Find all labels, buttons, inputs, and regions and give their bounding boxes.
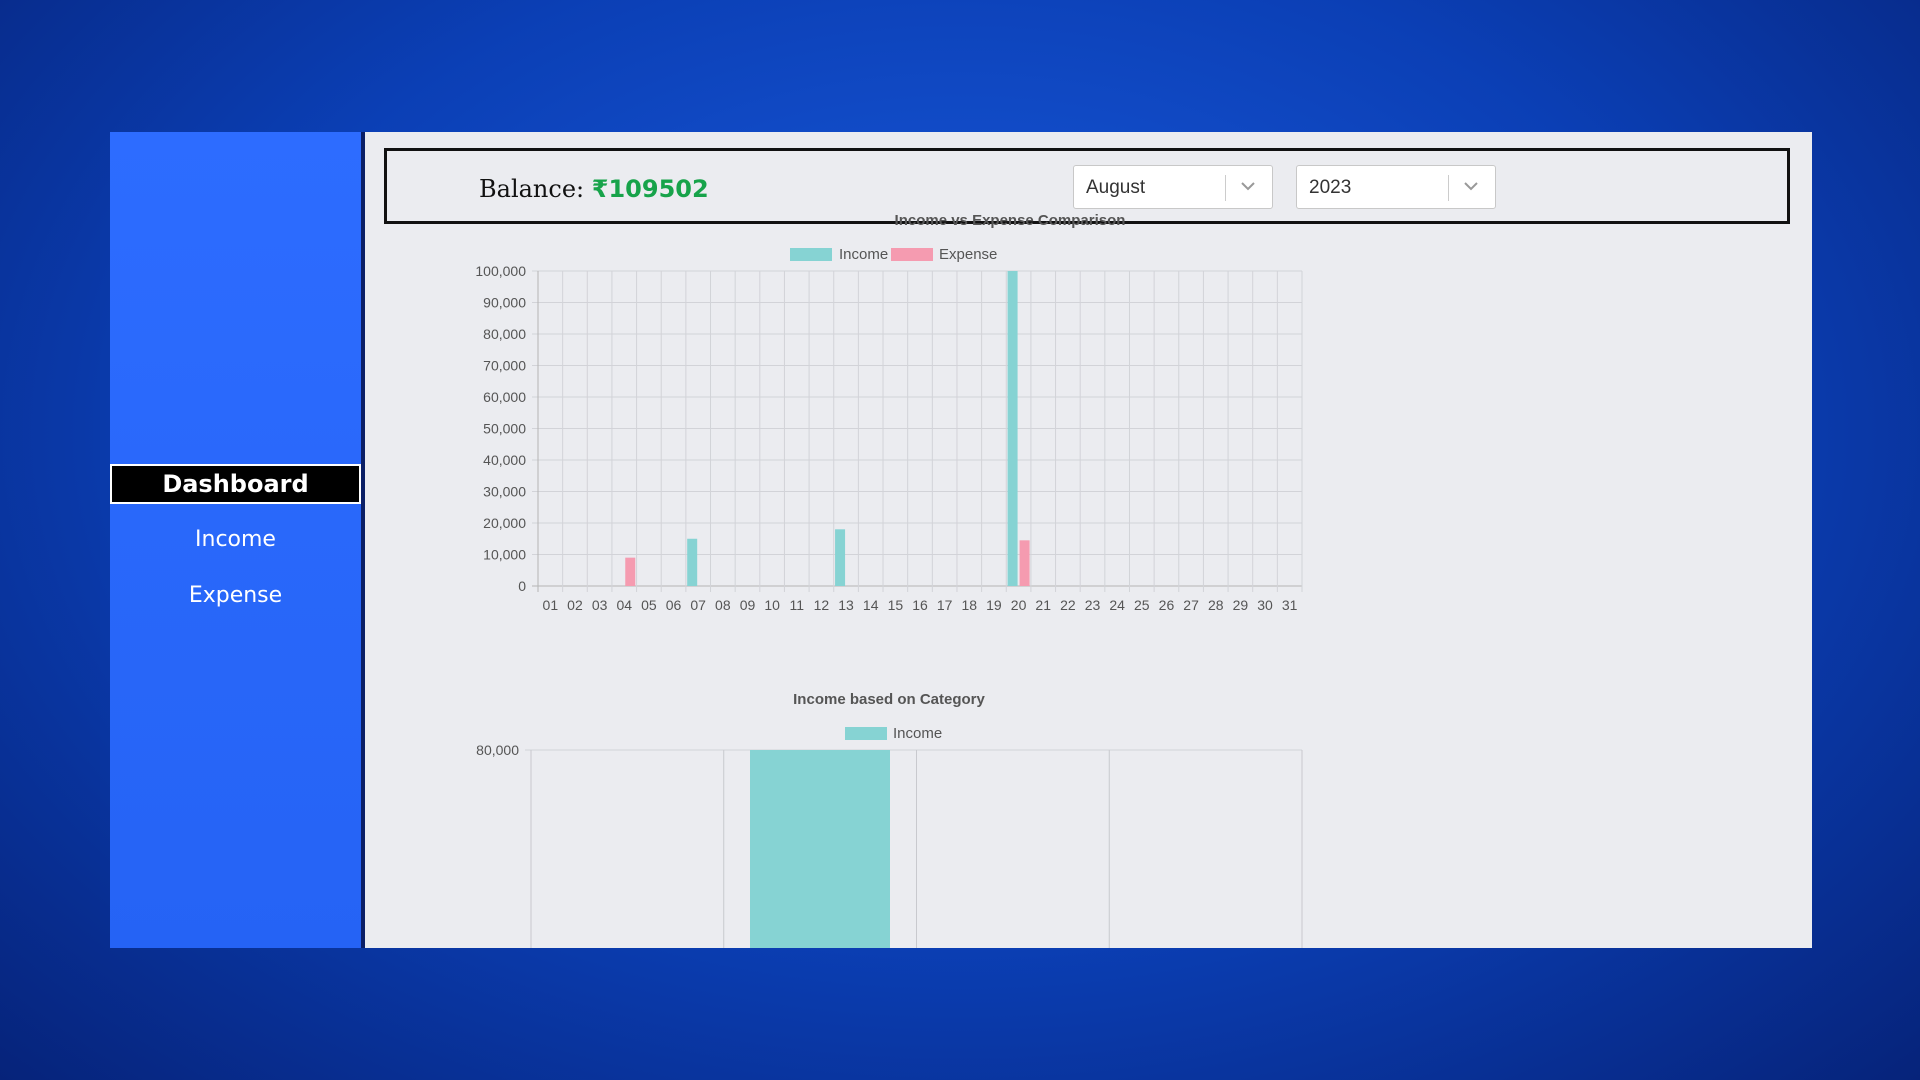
- legend-income-label: Income: [893, 725, 942, 742]
- x-tick-label: 16: [912, 597, 928, 613]
- x-tick-label: 31: [1282, 597, 1298, 613]
- x-tick-label: 24: [1109, 597, 1125, 613]
- x-tick-label: 14: [863, 597, 879, 613]
- legend-income-swatch: [845, 727, 887, 740]
- x-tick-label: 04: [616, 597, 632, 613]
- chart-title: Income vs Expense Comparison: [895, 212, 1126, 229]
- y-tick-label: 80,000: [476, 742, 519, 758]
- y-tick-label: 70,000: [483, 358, 526, 374]
- x-tick-label: 30: [1257, 597, 1273, 613]
- bar-income: [687, 538, 698, 586]
- balance-label: Balance:: [479, 175, 585, 203]
- y-tick-label: 20,000: [483, 515, 526, 531]
- legend-expense-label: Expense: [939, 246, 997, 263]
- month-select-separator: [1225, 175, 1226, 201]
- year-select-value: 2023: [1309, 177, 1352, 198]
- balance-value: ₹109502: [591, 175, 709, 203]
- bar-income: [1007, 271, 1018, 586]
- sidebar-item-expense[interactable]: Expense: [188, 583, 283, 608]
- x-tick-label: 22: [1060, 597, 1076, 613]
- x-tick-label: 23: [1085, 597, 1101, 613]
- x-tick-label: 21: [1035, 597, 1051, 613]
- year-select[interactable]: 2023: [1296, 165, 1496, 209]
- x-tick-label: 01: [543, 597, 559, 613]
- x-tick-label: 20: [1011, 597, 1027, 613]
- x-tick-label: 06: [666, 597, 682, 613]
- x-tick-label: 12: [814, 597, 830, 613]
- charts-canvas: Income vs Expense Comparison Income Expens…: [475, 212, 1303, 948]
- x-tick-label: 27: [1183, 597, 1199, 613]
- x-tick-label: 03: [592, 597, 608, 613]
- x-tick-label: 15: [888, 597, 904, 613]
- x-tick-label: 10: [764, 597, 780, 613]
- x-tick-label: 28: [1208, 597, 1224, 613]
- x-tick-label: 09: [740, 597, 756, 613]
- bar-income: [750, 750, 890, 948]
- y-tick-label: 50,000: [483, 421, 526, 437]
- y-tick-label: 10,000: [483, 547, 526, 563]
- x-tick-label: 19: [986, 597, 1002, 613]
- x-tick-label: 08: [715, 597, 731, 613]
- year-select-separator: [1448, 175, 1449, 201]
- chevron-down-icon[interactable]: [1459, 174, 1483, 198]
- sidebar-nav: Dashboard Income Expense: [110, 464, 361, 624]
- y-tick-label: 90,000: [483, 295, 526, 311]
- main-content: Balance: ₹109502 August 2023 Income vs E…: [365, 132, 1812, 948]
- x-tick-label: 05: [641, 597, 657, 613]
- x-tick-label: 25: [1134, 597, 1150, 613]
- summary-bar: Balance: ₹109502 August 2023: [384, 148, 1790, 224]
- month-select[interactable]: August: [1073, 165, 1273, 209]
- x-tick-label: 18: [962, 597, 978, 613]
- sidebar-item-income[interactable]: Income: [195, 527, 276, 552]
- chart-title: Income based on Category: [793, 691, 985, 708]
- app-window: Dashboard Income Expense Balance: ₹10950…: [110, 132, 1812, 948]
- bar-income: [835, 529, 846, 586]
- y-tick-label: 0: [518, 578, 526, 594]
- y-tick-label: 30,000: [483, 484, 526, 500]
- chevron-down-icon[interactable]: [1236, 174, 1260, 198]
- x-tick-label: 17: [937, 597, 953, 613]
- y-tick-label: 100,000: [475, 263, 526, 279]
- legend-expense-swatch: [891, 248, 933, 261]
- bar-expense: [625, 557, 636, 586]
- legend-income-swatch: [790, 248, 832, 261]
- bar-expense: [1019, 540, 1030, 586]
- y-tick-label: 40,000: [483, 452, 526, 468]
- legend-income-label: Income: [839, 246, 888, 263]
- x-tick-label: 13: [838, 597, 854, 613]
- x-tick-label: 29: [1233, 597, 1249, 613]
- sidebar-item-dashboard[interactable]: Dashboard: [110, 464, 361, 504]
- x-tick-label: 02: [567, 597, 583, 613]
- x-tick-label: 07: [690, 597, 706, 613]
- y-tick-label: 60,000: [483, 389, 526, 405]
- balance-display: Balance: ₹109502: [479, 175, 709, 203]
- y-tick-label: 80,000: [483, 326, 526, 342]
- month-select-value: August: [1086, 177, 1146, 198]
- sidebar-divider: [361, 132, 365, 948]
- x-tick-label: 26: [1159, 597, 1175, 613]
- x-tick-label: 11: [790, 597, 805, 613]
- sidebar: Dashboard Income Expense: [110, 132, 361, 948]
